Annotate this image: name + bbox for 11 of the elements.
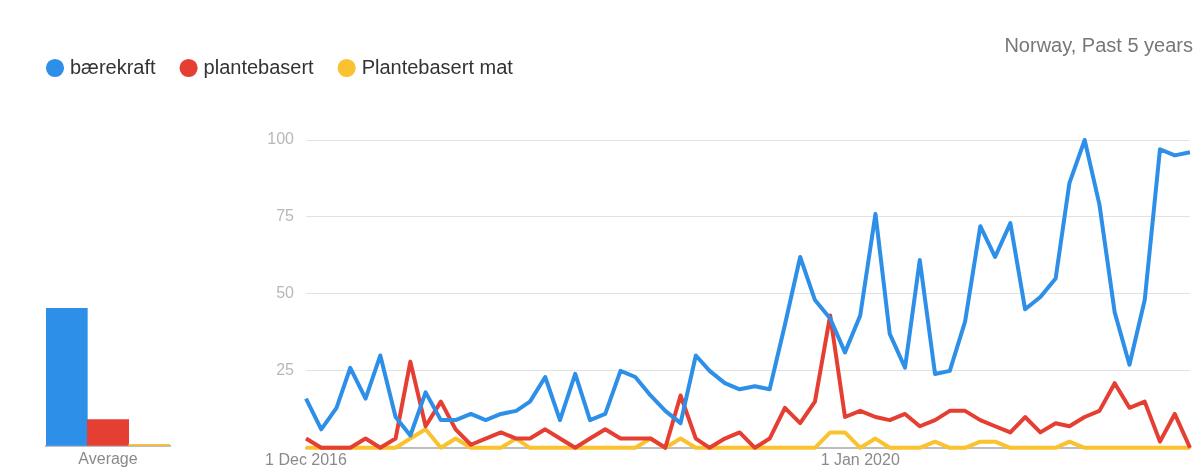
- legend-label: plantebasert: [203, 55, 315, 78]
- y-tick-label: 50: [276, 284, 295, 302]
- x-tick-label: 1 Jan 2020: [820, 450, 900, 468]
- legend-label: Plantebasert mat: [361, 55, 514, 78]
- legend-label: bærekraft: [70, 55, 157, 78]
- x-tick-label: 1 Dec 2016: [265, 450, 348, 468]
- y-tick-label: 25: [276, 361, 295, 379]
- chart-subtitle: Norway, Past 5 years: [1004, 34, 1193, 57]
- y-tick-label: 100: [267, 130, 295, 148]
- y-tick-label: 75: [276, 207, 295, 225]
- x-axis-title: Average: [78, 449, 138, 467]
